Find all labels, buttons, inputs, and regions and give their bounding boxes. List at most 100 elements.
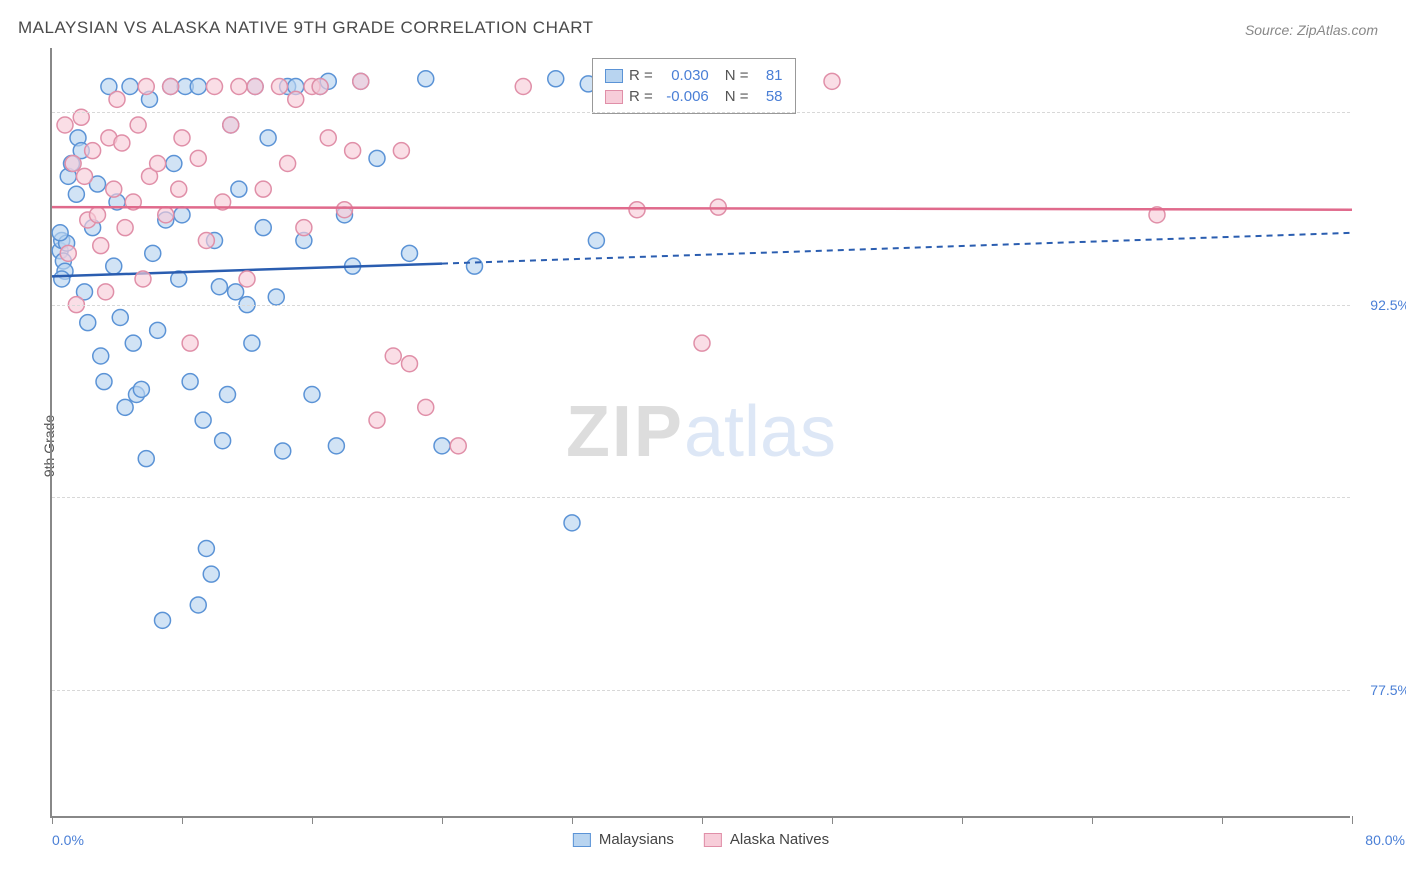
data-point [130, 117, 146, 133]
data-point [337, 202, 353, 218]
data-point [198, 233, 214, 249]
data-point [255, 181, 271, 197]
data-point [85, 143, 101, 159]
data-point [345, 143, 361, 159]
data-point [260, 130, 276, 146]
data-point [312, 79, 328, 95]
data-point [467, 258, 483, 274]
data-point [515, 79, 531, 95]
data-point [166, 156, 182, 172]
data-point [163, 79, 179, 95]
data-point [694, 335, 710, 351]
n-value-malaysians: 81 [755, 67, 783, 84]
x-tick [962, 816, 963, 824]
data-point [174, 207, 190, 223]
gridline [52, 112, 1350, 113]
data-point [203, 566, 219, 582]
x-tick-label: 0.0% [52, 832, 84, 848]
plot-svg [52, 48, 1350, 816]
data-point [304, 387, 320, 403]
y-tick-label: 77.5% [1355, 682, 1406, 698]
data-point [190, 79, 206, 95]
data-point [288, 91, 304, 107]
data-point [244, 335, 260, 351]
data-point [198, 541, 214, 557]
data-point [353, 73, 369, 89]
gridline [52, 690, 1350, 691]
legend-item-alaska: Alaska Natives [704, 831, 829, 848]
data-point [190, 150, 206, 166]
data-point [296, 220, 312, 236]
data-point [231, 181, 247, 197]
data-point [710, 199, 726, 215]
x-tick [312, 816, 313, 824]
data-point [215, 433, 231, 449]
gridline [52, 497, 1350, 498]
data-point [280, 156, 296, 172]
data-point [106, 258, 122, 274]
regression-line-extrapolated [442, 233, 1352, 264]
data-point [268, 289, 284, 305]
y-tick-label: 92.5% [1355, 297, 1406, 313]
data-point [158, 207, 174, 223]
data-point [182, 335, 198, 351]
data-point [320, 130, 336, 146]
swatch-malaysians [605, 69, 623, 83]
data-point [125, 335, 141, 351]
legend-label-alaska: Alaska Natives [730, 831, 829, 848]
r-label: R = [629, 88, 653, 105]
data-point [228, 284, 244, 300]
data-point [255, 220, 271, 236]
data-point [174, 130, 190, 146]
data-point [588, 233, 604, 249]
data-point [369, 150, 385, 166]
source-attribution: Source: ZipAtlas.com [1245, 22, 1378, 38]
x-tick [572, 816, 573, 824]
x-tick [1352, 816, 1353, 824]
data-point [135, 271, 151, 287]
data-point [231, 79, 247, 95]
data-point [450, 438, 466, 454]
data-point [824, 73, 840, 89]
data-point [133, 381, 149, 397]
data-point [369, 412, 385, 428]
n-value-alaska: 58 [755, 88, 783, 105]
data-point [190, 597, 206, 613]
x-tick [182, 816, 183, 824]
data-point [171, 181, 187, 197]
data-point [155, 612, 171, 628]
chart-title: MALAYSIAN VS ALASKA NATIVE 9TH GRADE COR… [18, 18, 594, 38]
data-point [65, 156, 81, 172]
data-point [114, 135, 130, 151]
r-label: R = [629, 67, 653, 84]
data-point [57, 117, 73, 133]
x-tick [832, 816, 833, 824]
swatch-alaska-icon [704, 833, 722, 847]
data-point [629, 202, 645, 218]
data-point [90, 207, 106, 223]
data-point [80, 315, 96, 331]
data-point [385, 348, 401, 364]
data-point [247, 79, 263, 95]
data-point [220, 387, 236, 403]
x-tick [52, 816, 53, 824]
data-point [77, 168, 93, 184]
data-point [117, 220, 133, 236]
data-point [182, 374, 198, 390]
legend-row-alaska: R = -0.006 N = 58 [605, 86, 783, 107]
data-point [138, 79, 154, 95]
data-point [106, 181, 122, 197]
data-point [239, 271, 255, 287]
data-point [418, 399, 434, 415]
x-tick-label: 80.0% [1365, 832, 1405, 848]
data-point [548, 71, 564, 87]
legend-label-malaysians: Malaysians [599, 831, 674, 848]
data-point [117, 399, 133, 415]
data-point [52, 225, 68, 241]
swatch-malaysians-icon [573, 833, 591, 847]
data-point [207, 79, 223, 95]
data-point [272, 79, 288, 95]
data-point [418, 71, 434, 87]
data-point [150, 156, 166, 172]
data-point [138, 451, 154, 467]
